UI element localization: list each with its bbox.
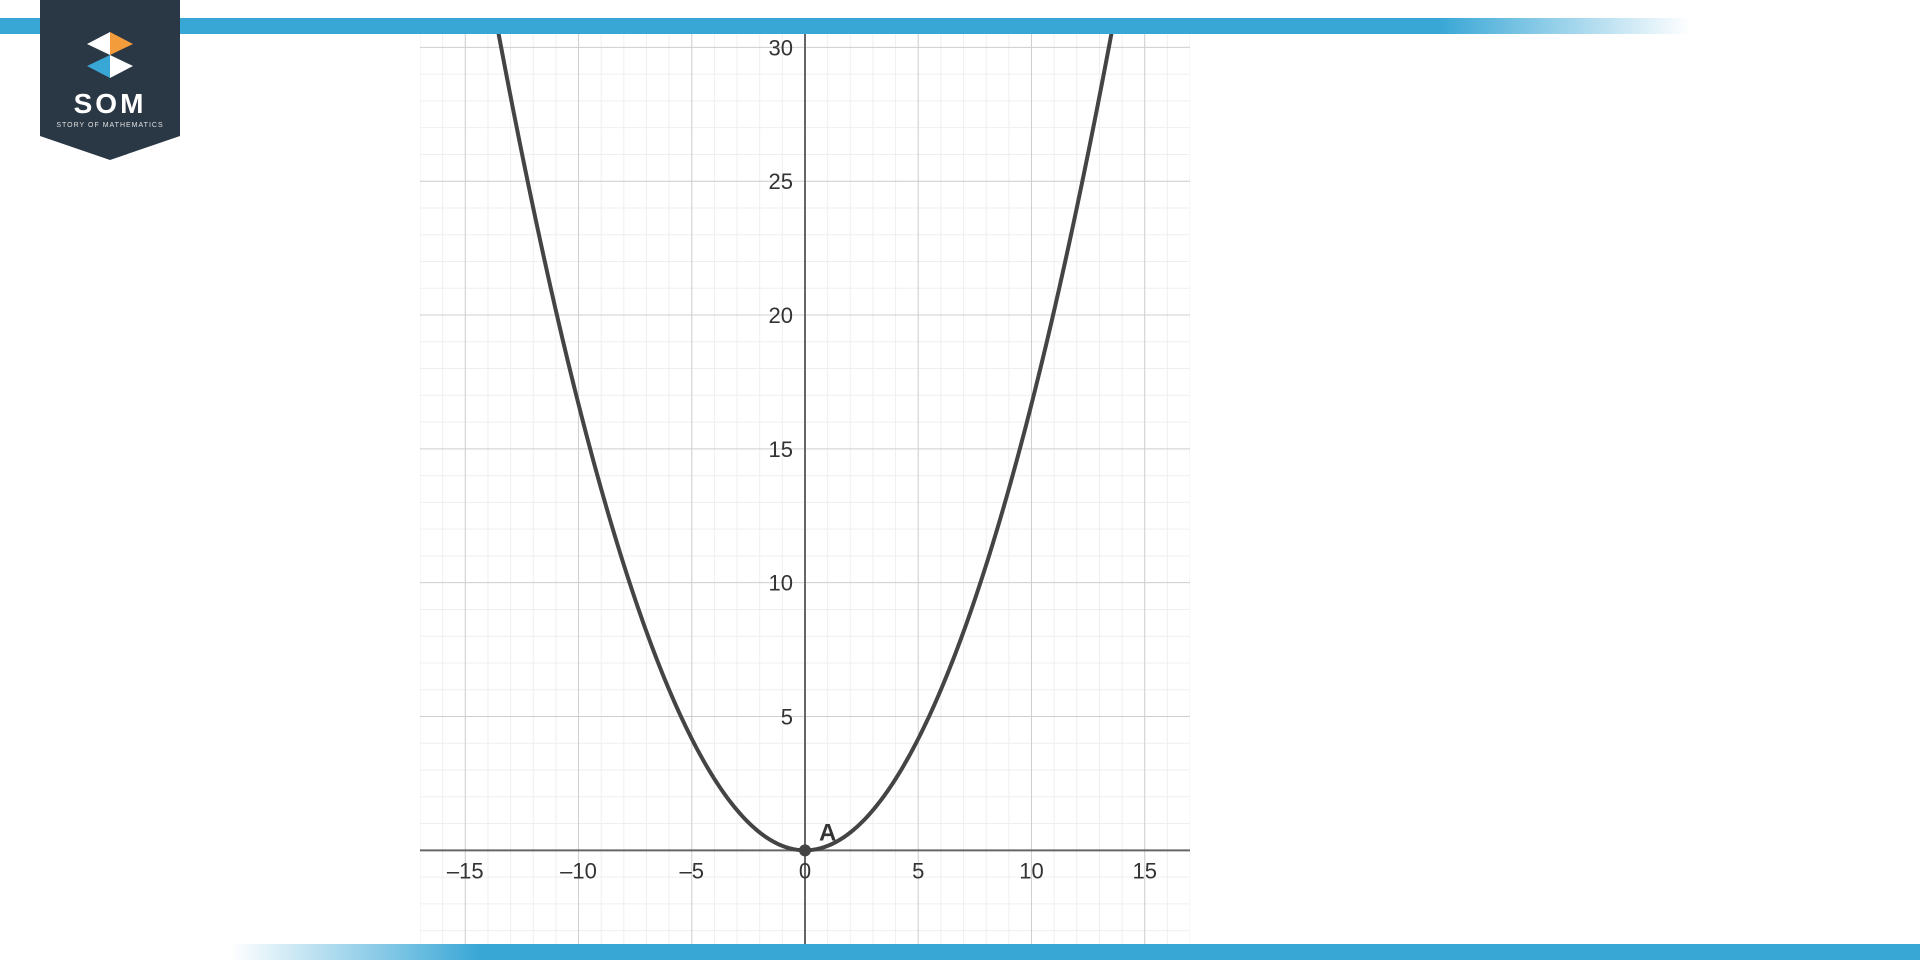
- chart-canvas: –15 –10 –5 0 5 10 15 5 10 15 20 25 30 A: [420, 34, 1190, 944]
- svg-text:30: 30: [769, 35, 793, 60]
- svg-text:15: 15: [1132, 858, 1156, 883]
- svg-text:10: 10: [1019, 858, 1043, 883]
- brand-tagline: STORY OF MATHEMATICS: [56, 122, 163, 129]
- brand-logo-icon: [87, 32, 133, 78]
- svg-text:–15: –15: [447, 858, 484, 883]
- footer-accent-bar: [0, 944, 1920, 960]
- header-accent-bar: [0, 18, 1920, 34]
- svg-text:–10: –10: [560, 858, 597, 883]
- svg-text:5: 5: [912, 858, 924, 883]
- svg-text:10: 10: [769, 571, 793, 596]
- brand-badge: SOM STORY OF MATHEMATICS: [40, 0, 180, 160]
- svg-text:A: A: [819, 819, 836, 846]
- svg-text:15: 15: [769, 437, 793, 462]
- svg-text:5: 5: [781, 705, 793, 730]
- svg-text:25: 25: [769, 169, 793, 194]
- svg-text:20: 20: [769, 303, 793, 328]
- svg-text:–5: –5: [680, 858, 704, 883]
- brand-name: SOM: [74, 88, 147, 120]
- parabola-chart: –15 –10 –5 0 5 10 15 5 10 15 20 25 30 A: [420, 34, 1190, 944]
- svg-text:0: 0: [799, 858, 811, 883]
